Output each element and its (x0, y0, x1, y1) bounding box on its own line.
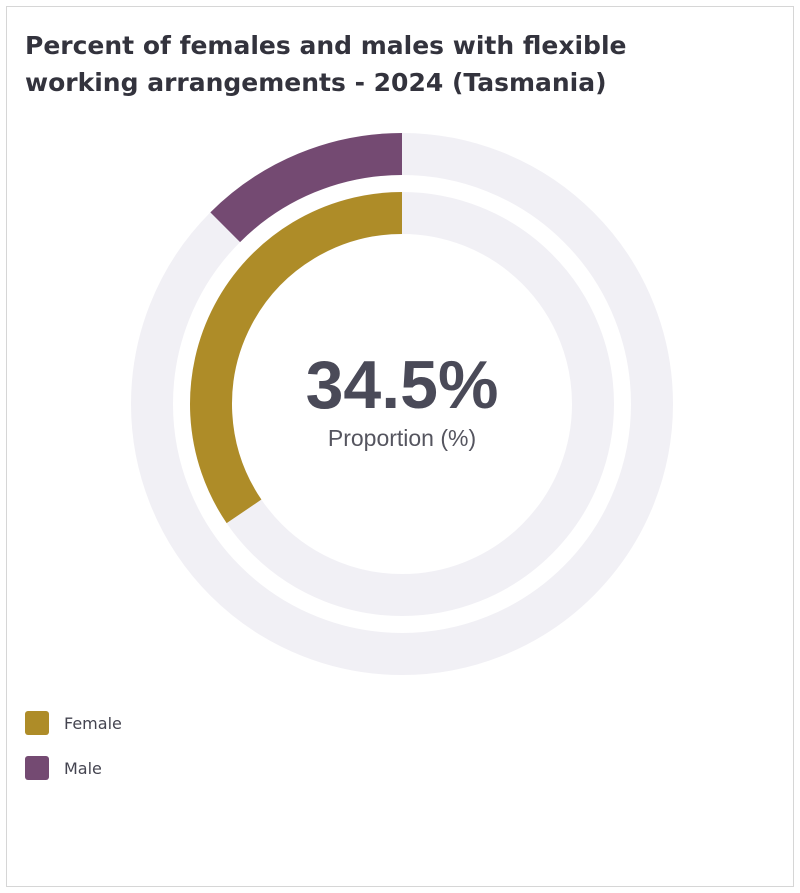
donut-segment-female[interactable] (190, 192, 403, 524)
center-value: 34.5% (306, 347, 499, 423)
legend-swatch-female (25, 711, 49, 735)
donut-chart: 34.5% Proportion (%) (131, 133, 673, 675)
chart-title: Percent of females and males with flexib… (25, 31, 627, 97)
legend-label-female: Female (64, 713, 122, 733)
legend: Female Male (25, 710, 122, 800)
legend-item-female[interactable]: Female (25, 710, 122, 736)
legend-label-male: Male (64, 758, 102, 778)
legend-item-male[interactable]: Male (25, 755, 122, 781)
chart-card: Percent of females and males with flexib… (6, 6, 794, 887)
center-label: Proportion (%) (328, 425, 476, 451)
legend-swatch-male (25, 756, 49, 780)
donut-segment-male[interactable] (210, 133, 403, 243)
